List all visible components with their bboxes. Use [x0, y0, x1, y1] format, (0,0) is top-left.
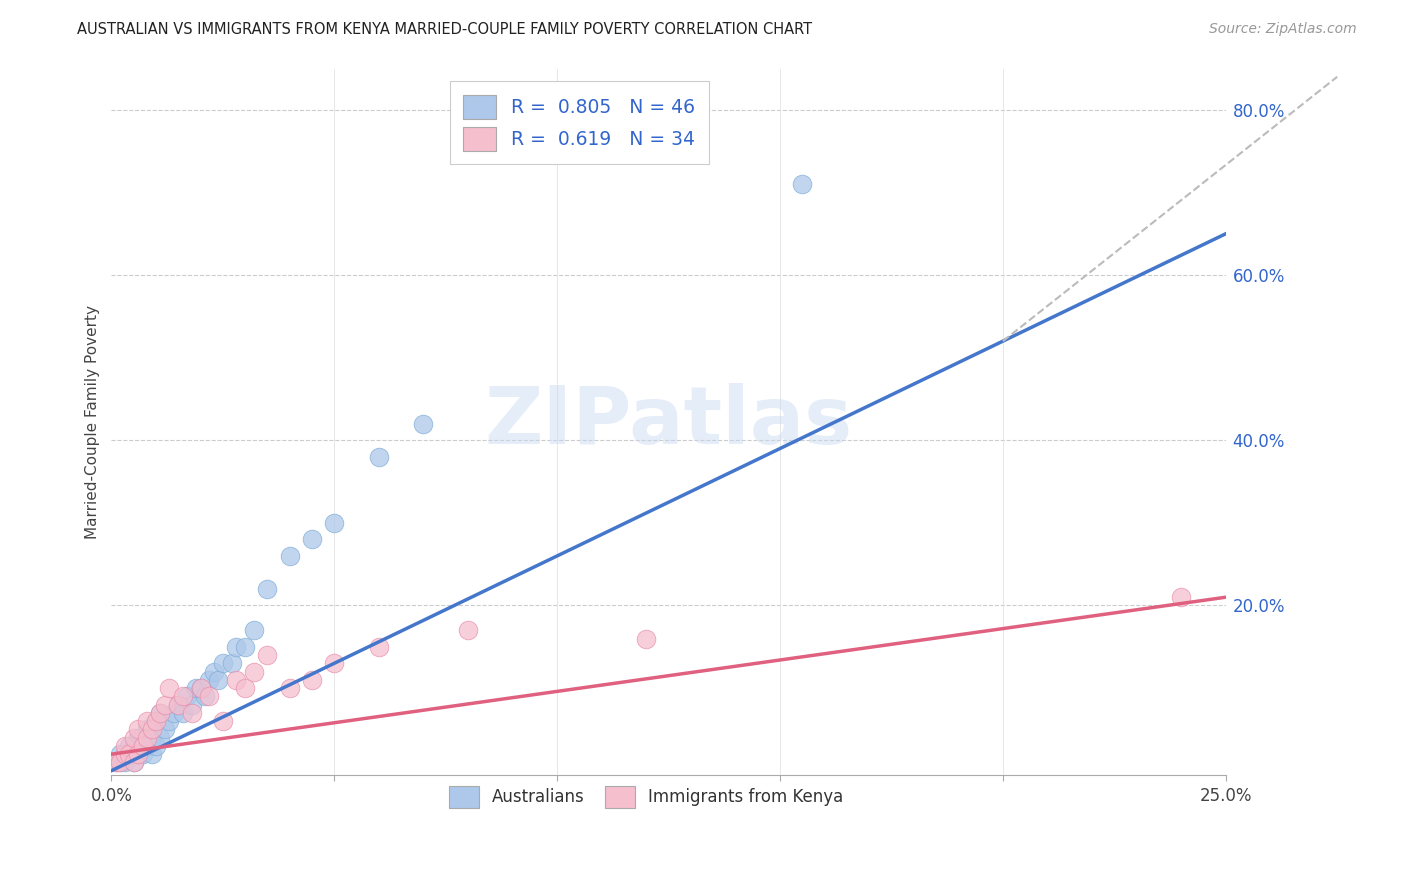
Text: AUSTRALIAN VS IMMIGRANTS FROM KENYA MARRIED-COUPLE FAMILY POVERTY CORRELATION CH: AUSTRALIAN VS IMMIGRANTS FROM KENYA MARR…	[77, 22, 813, 37]
Point	[145, 714, 167, 728]
Point	[190, 681, 212, 695]
Point	[301, 673, 323, 687]
Point	[145, 714, 167, 728]
Point	[412, 417, 434, 431]
Legend: Australians, Immigrants from Kenya: Australians, Immigrants from Kenya	[440, 778, 852, 816]
Point	[114, 739, 136, 753]
Point	[131, 739, 153, 753]
Point	[256, 648, 278, 662]
Point	[118, 747, 141, 761]
Point	[149, 706, 172, 720]
Point	[122, 756, 145, 770]
Point	[110, 756, 132, 770]
Point	[127, 747, 149, 761]
Point	[131, 739, 153, 753]
Point	[163, 706, 186, 720]
Point	[256, 582, 278, 596]
Point	[167, 698, 190, 712]
Point	[184, 681, 207, 695]
Point	[211, 657, 233, 671]
Text: Source: ZipAtlas.com: Source: ZipAtlas.com	[1209, 22, 1357, 37]
Point	[636, 632, 658, 646]
Point	[149, 706, 172, 720]
Point	[278, 549, 301, 563]
Point	[792, 177, 814, 191]
Point	[278, 681, 301, 695]
Point	[243, 624, 266, 638]
Point	[122, 731, 145, 745]
Point	[131, 747, 153, 761]
Point	[221, 657, 243, 671]
Point	[172, 706, 194, 720]
Point	[110, 747, 132, 761]
Point	[202, 665, 225, 679]
Y-axis label: Married-Couple Family Poverty: Married-Couple Family Poverty	[86, 305, 100, 539]
Point	[233, 640, 256, 654]
Point	[136, 723, 159, 737]
Point	[153, 723, 176, 737]
Point	[233, 681, 256, 695]
Point	[136, 739, 159, 753]
Point	[127, 747, 149, 761]
Point	[122, 756, 145, 770]
Point	[114, 747, 136, 761]
Point	[176, 690, 198, 704]
Point	[194, 690, 217, 704]
Point	[243, 665, 266, 679]
Point	[172, 690, 194, 704]
Point	[190, 681, 212, 695]
Point	[118, 739, 141, 753]
Point	[367, 450, 389, 464]
Point	[180, 706, 202, 720]
Point	[110, 756, 132, 770]
Point	[114, 756, 136, 770]
Point	[122, 739, 145, 753]
Point	[136, 714, 159, 728]
Point	[127, 723, 149, 737]
Point	[136, 731, 159, 745]
Point	[211, 714, 233, 728]
Point	[323, 657, 346, 671]
Point	[207, 673, 229, 687]
Point	[157, 714, 180, 728]
Point	[1170, 591, 1192, 605]
Point	[149, 731, 172, 745]
Point	[157, 681, 180, 695]
Text: ZIPatlas: ZIPatlas	[485, 383, 852, 460]
Point	[118, 747, 141, 761]
Point	[323, 516, 346, 530]
Point	[127, 731, 149, 745]
Point	[141, 747, 163, 761]
Point	[367, 640, 389, 654]
Point	[198, 690, 221, 704]
Point	[104, 756, 127, 770]
Point	[145, 739, 167, 753]
Point	[167, 698, 190, 712]
Point	[225, 640, 247, 654]
Point	[198, 673, 221, 687]
Point	[141, 731, 163, 745]
Point	[180, 698, 202, 712]
Point	[225, 673, 247, 687]
Point	[153, 698, 176, 712]
Point	[114, 747, 136, 761]
Point	[457, 624, 479, 638]
Point	[301, 533, 323, 547]
Point	[104, 756, 127, 770]
Point	[141, 723, 163, 737]
